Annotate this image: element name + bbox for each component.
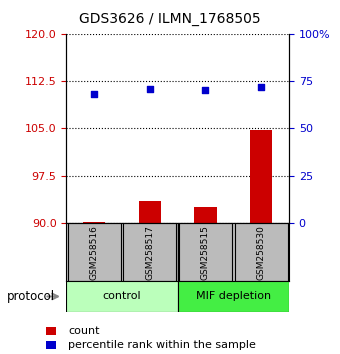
- Bar: [235, 223, 288, 281]
- Bar: [66, 281, 178, 312]
- Point: [91, 91, 97, 97]
- Point: [203, 88, 208, 93]
- Bar: [123, 223, 176, 281]
- Point: [258, 84, 264, 90]
- Point: [147, 86, 153, 91]
- Text: GSM258516: GSM258516: [90, 225, 99, 280]
- Text: GDS3626 / ILMN_1768505: GDS3626 / ILMN_1768505: [79, 12, 261, 27]
- Text: percentile rank within the sample: percentile rank within the sample: [68, 340, 256, 350]
- Bar: [250, 130, 272, 223]
- Bar: [83, 222, 105, 223]
- Text: protocol: protocol: [7, 290, 55, 303]
- Text: MIF depletion: MIF depletion: [196, 291, 271, 302]
- Text: GSM258517: GSM258517: [145, 225, 154, 280]
- Bar: [179, 223, 232, 281]
- Text: count: count: [68, 326, 100, 336]
- Bar: [194, 207, 217, 223]
- Text: GSM258515: GSM258515: [201, 225, 210, 280]
- Text: GSM258530: GSM258530: [257, 225, 266, 280]
- Bar: [178, 281, 289, 312]
- Bar: [139, 201, 161, 223]
- Text: control: control: [103, 291, 141, 302]
- Bar: [68, 223, 121, 281]
